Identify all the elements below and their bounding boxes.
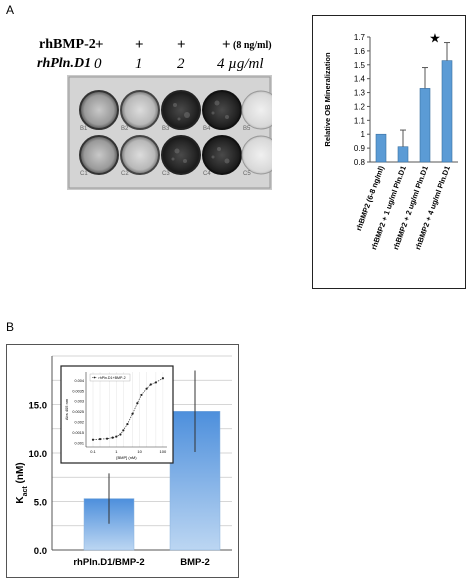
bar-4 bbox=[441, 60, 453, 163]
inset-data-point bbox=[122, 429, 125, 432]
y-tick-label: 10.0 bbox=[29, 449, 48, 460]
inset-data-point bbox=[131, 412, 134, 415]
well-label-c3: C3 bbox=[162, 171, 170, 177]
y-axis-title: Relative OB Mineralization bbox=[323, 52, 332, 147]
y-axis-title: Kact (nM) bbox=[15, 462, 29, 503]
well-label-c4: C4 bbox=[203, 171, 211, 177]
panel-b-label: B bbox=[6, 320, 15, 334]
inset-y-tick-label: 0.004 bbox=[74, 379, 84, 383]
inset-legend-marker bbox=[93, 376, 96, 379]
inset-data-point bbox=[126, 422, 129, 426]
well-c4 bbox=[202, 135, 242, 175]
well-b3 bbox=[161, 90, 201, 130]
significance-star: ★ bbox=[429, 31, 441, 46]
y-tick-label: 0.8 bbox=[354, 158, 366, 167]
inset-data-point bbox=[161, 377, 164, 380]
kact-category-label-1: rhPln.D1/BMP-2 bbox=[73, 557, 144, 568]
inset-data-point bbox=[140, 393, 143, 397]
inset-data-point bbox=[145, 387, 148, 390]
well-b5 bbox=[241, 90, 272, 130]
inset-y-axis-title: Abs 405 nm bbox=[64, 398, 69, 420]
well-b4 bbox=[202, 90, 242, 130]
y-tick-label: 1.1 bbox=[354, 116, 366, 125]
inset-y-tick-label: 0.002 bbox=[74, 421, 84, 425]
bar-3 bbox=[419, 88, 431, 163]
well-c5 bbox=[241, 135, 272, 175]
inset-x-tick-label: 0.1 bbox=[90, 449, 96, 454]
inset-data-point bbox=[136, 402, 139, 405]
panel-a-label: A bbox=[6, 3, 15, 17]
inset-data-point bbox=[149, 383, 152, 386]
well-label-c2: C2 bbox=[121, 171, 129, 177]
kact-chart: 0.0 5.0 10.0 15.0 Kact (nM) rhPln.D1/BMP-2 BMP… bbox=[15, 355, 232, 568]
rhplnd1-row-label: rhPln.D1 bbox=[37, 56, 92, 71]
well-label-b3: B3 bbox=[162, 126, 170, 132]
inset-y-tick-label: 0.001 bbox=[74, 441, 84, 445]
inset-x-tick-label: 1 bbox=[115, 449, 118, 454]
inset-data-point bbox=[105, 437, 109, 440]
well-b2 bbox=[120, 90, 160, 130]
dose-1: 1 bbox=[135, 56, 143, 72]
inset-y-tick-label: 0.0015 bbox=[72, 431, 84, 435]
mineralization-chart-box bbox=[312, 15, 466, 289]
inset-x-tick-label: 100 bbox=[160, 449, 167, 454]
y-tick-label: 1.4 bbox=[354, 75, 366, 84]
well-label-c1: C1 bbox=[80, 171, 88, 177]
y-tick-label: 0.9 bbox=[354, 144, 366, 153]
y-tick-label: 1.2 bbox=[354, 102, 366, 111]
inset-data-point bbox=[111, 436, 114, 439]
mineralization-chart: 0.8 0.9 1 1.1 1.2 1.3 1.4 1.5 1.6 1.7 Relative OB … bbox=[323, 31, 458, 251]
inset-data-point bbox=[98, 437, 102, 441]
rhbmp2-row-label: rhBMP-2 bbox=[39, 37, 96, 52]
dose-4: 4 µg/ml bbox=[217, 56, 264, 72]
bmp-concentration-note: (8 ng/ml) bbox=[233, 40, 272, 51]
dose-0: 0 bbox=[94, 56, 102, 72]
y-tick-label: 5.0 bbox=[34, 498, 47, 509]
y-tick-label: 15.0 bbox=[29, 401, 48, 412]
dose-2: 2 bbox=[177, 56, 185, 72]
bar-2 bbox=[397, 146, 409, 163]
inset-dose-response-chart: 0.001 0.0015 0.002 0.0025 0.003 0.0035 0.004 0.… bbox=[60, 365, 174, 464]
bar-1 bbox=[375, 133, 387, 163]
inset-y-tick-label: 0.0035 bbox=[72, 389, 84, 393]
inset-x-tick-label: 10 bbox=[137, 449, 142, 454]
inset-y-tick-label: 0.0025 bbox=[72, 410, 84, 414]
well-label-b5: B5 bbox=[243, 126, 251, 132]
well-c3 bbox=[161, 135, 201, 175]
y-tick-label: 1.5 bbox=[354, 61, 366, 70]
inset-data-point bbox=[119, 433, 122, 436]
inset-data-point bbox=[115, 435, 118, 438]
inset-x-axis-title: [BMP] (nM) bbox=[116, 455, 137, 460]
plus-mark-3: + bbox=[177, 37, 186, 53]
y-tick-label: 1.6 bbox=[354, 47, 366, 56]
inset-data-point bbox=[91, 438, 95, 441]
well-label-b1: B1 bbox=[80, 126, 88, 132]
y-tick-label: 1.7 bbox=[354, 33, 366, 42]
y-tick-label: 1.3 bbox=[354, 89, 366, 98]
inset-data-point bbox=[154, 381, 157, 384]
well-b1 bbox=[79, 90, 119, 130]
well-label-b4: B4 bbox=[203, 126, 211, 132]
well-label-c5: C5 bbox=[243, 171, 251, 177]
plus-mark-1: + bbox=[95, 37, 104, 53]
y-tick-label: 0.0 bbox=[34, 546, 47, 557]
y-tick-label: 1 bbox=[361, 130, 366, 139]
well-c1 bbox=[79, 135, 119, 175]
inset-y-tick-label: 0.003 bbox=[74, 400, 84, 404]
kact-category-label-2: BMP-2 bbox=[180, 557, 210, 568]
inset-legend-box bbox=[89, 373, 131, 382]
plus-mark-2: + bbox=[135, 37, 144, 53]
well-plate-photo: B1 B2 B3 B4 B5 C1 C2 C3 C4 C5 bbox=[67, 75, 272, 190]
well-label-b2: B2 bbox=[121, 126, 129, 132]
plus-mark-4: + bbox=[222, 37, 231, 53]
well-c2 bbox=[120, 135, 160, 175]
inset-legend-label: rhPln.D1+BMP-2 bbox=[99, 376, 126, 380]
